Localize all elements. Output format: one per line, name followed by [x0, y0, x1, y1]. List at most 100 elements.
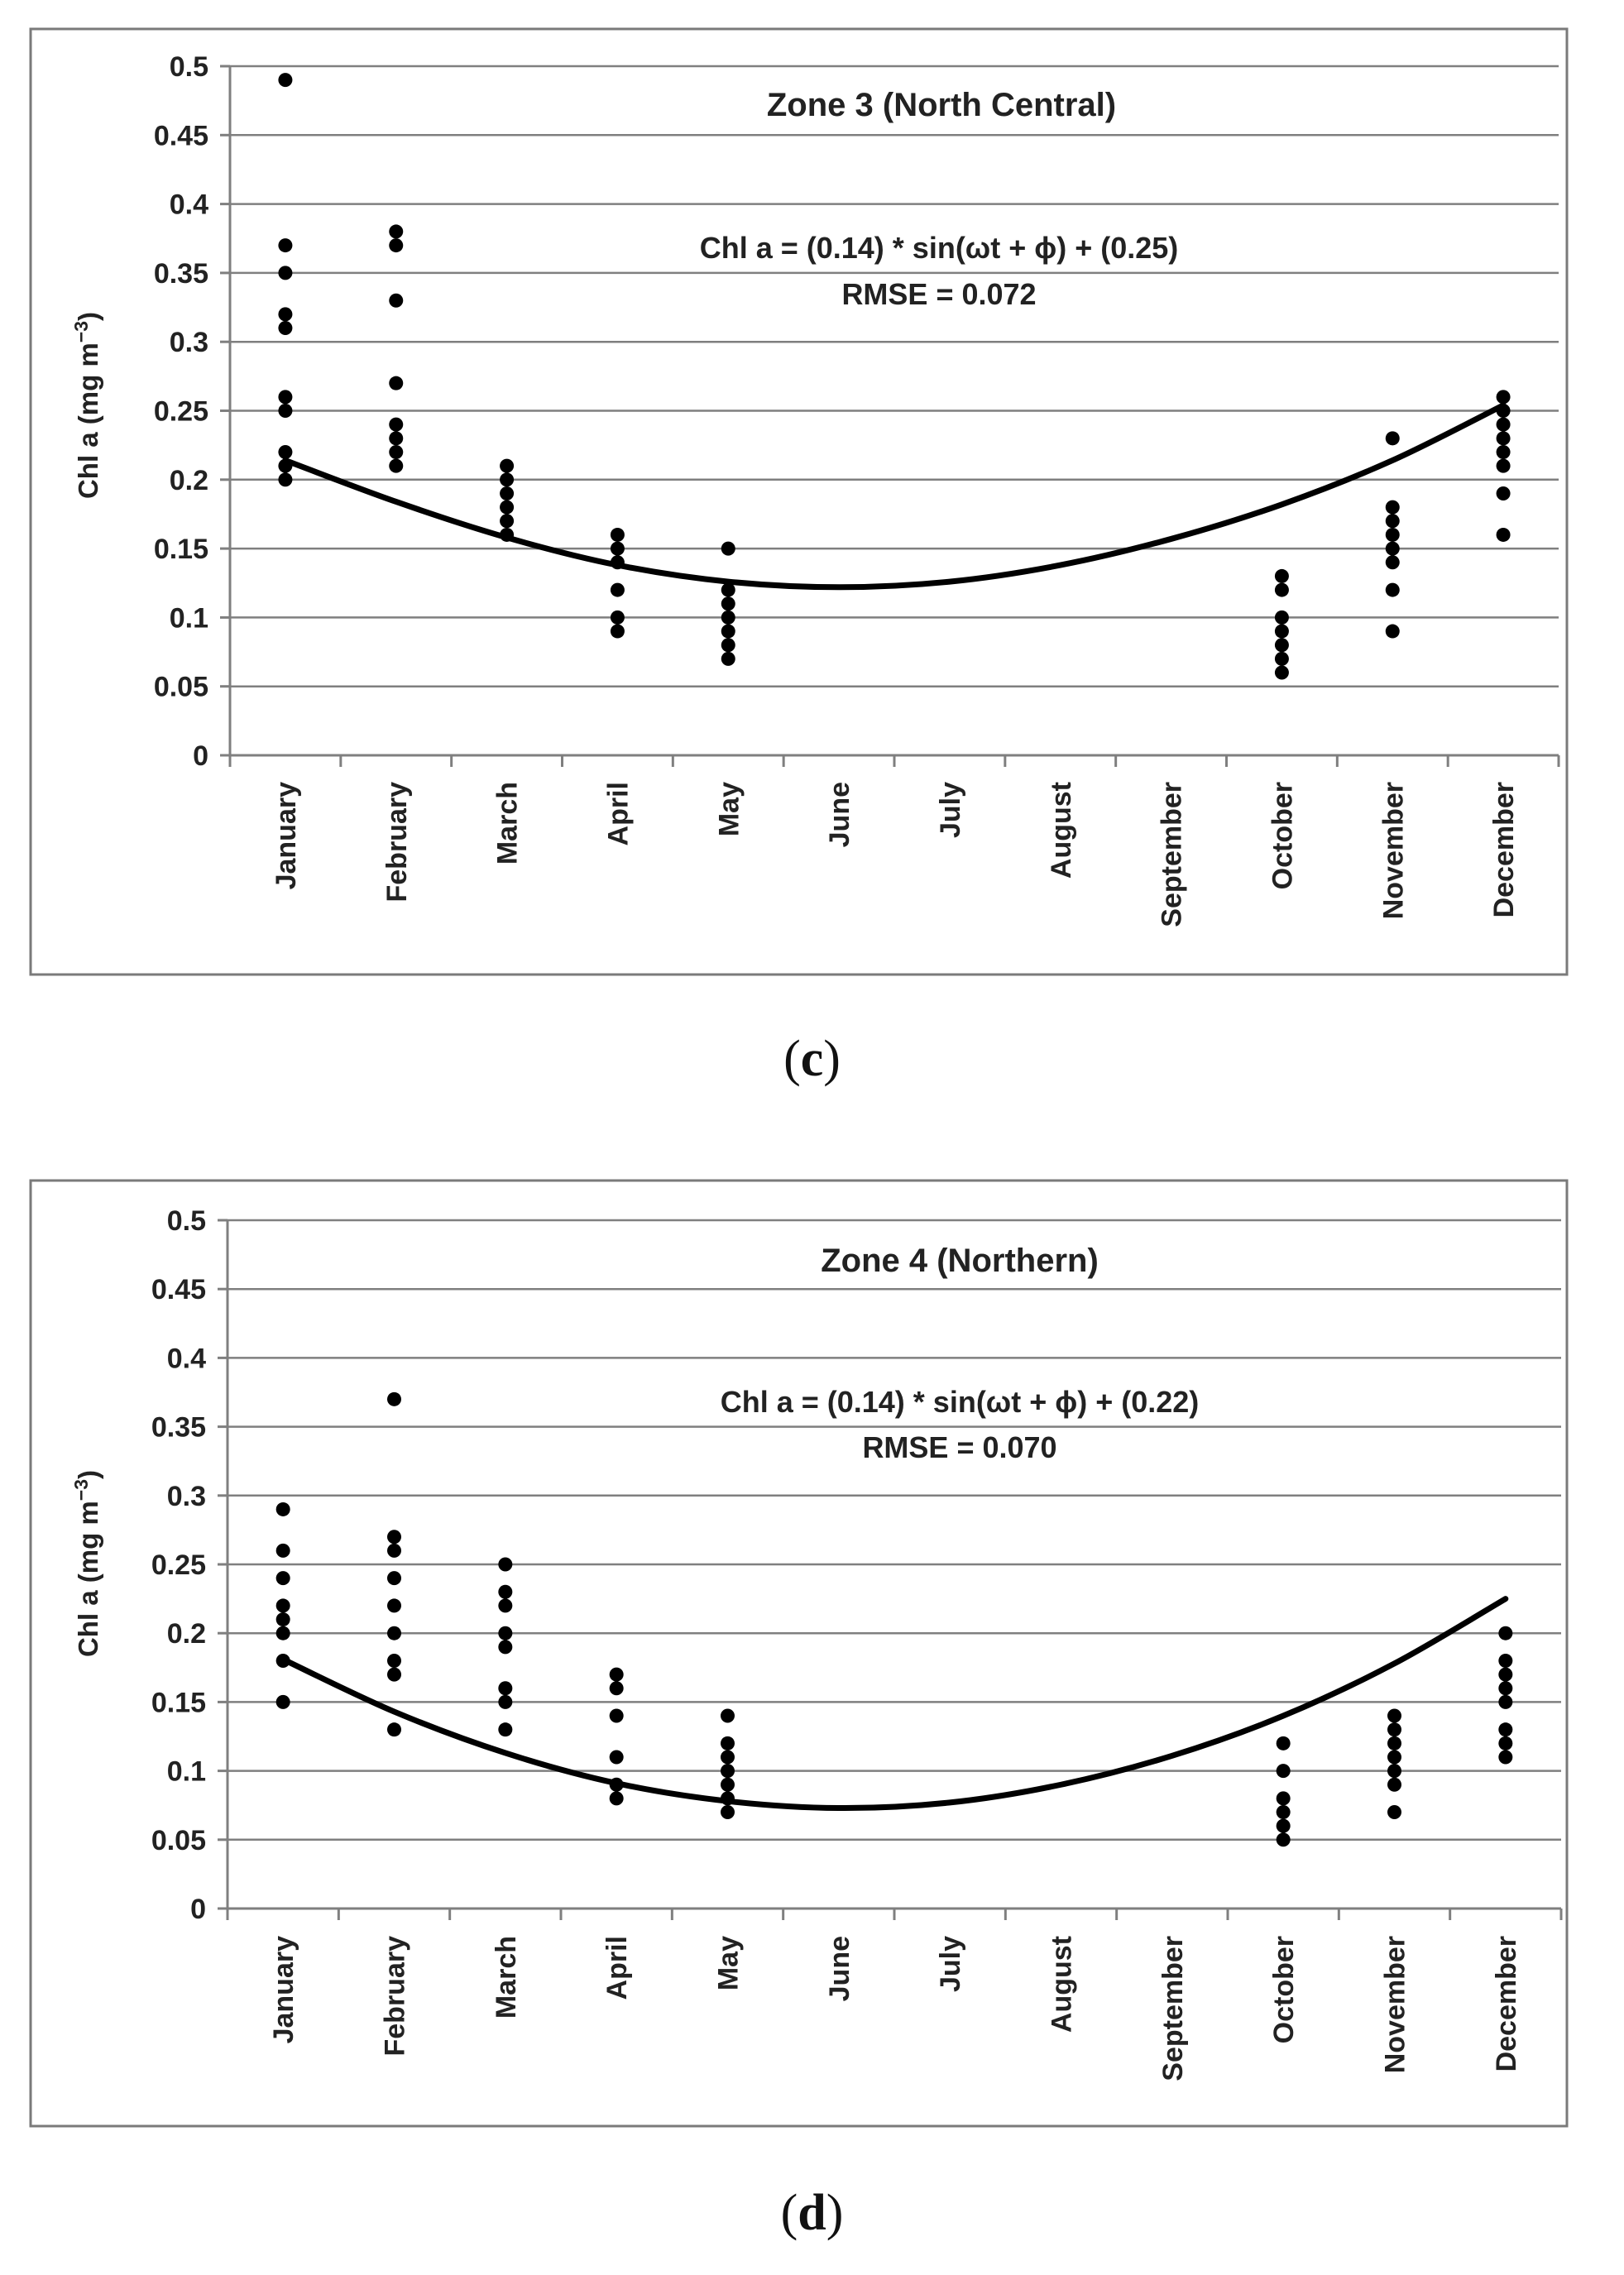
chart-frame [29, 27, 1569, 976]
data-point-february [389, 224, 404, 239]
x-tick-label-december: December [1488, 782, 1520, 917]
data-point-may [721, 1764, 735, 1779]
data-point-december [1496, 486, 1511, 500]
data-point-february [387, 1530, 401, 1545]
y-tick-label: 0.5 [170, 51, 208, 83]
data-point-october [1276, 1805, 1291, 1820]
data-point-october [1274, 665, 1289, 680]
x-tick-label-august: August [1046, 782, 1077, 879]
data-point-october [1276, 1791, 1291, 1806]
data-point-november [1387, 1736, 1401, 1751]
data-point-january [275, 1694, 290, 1709]
y-axis-label-close: ) [73, 1470, 103, 1479]
data-point-november [1385, 541, 1400, 556]
data-point-january [275, 1598, 290, 1613]
data-point-may [721, 582, 735, 597]
chart-panel-c: 0 0.05 0.1 0.15 0.2 0.25 0.3 0.35 0.4 0.45 0.5 Janu… [29, 27, 1569, 976]
data-point-march [500, 458, 515, 473]
x-tick-label-april: April [601, 1936, 633, 2000]
data-point-january [275, 1612, 290, 1627]
data-point-may [721, 624, 735, 639]
data-point-february [387, 1391, 401, 1406]
chart-c: 0 0.05 0.1 0.15 0.2 0.25 0.3 0.35 0.4 0.45 0.5 Janu… [29, 27, 1569, 976]
data-point-january [278, 321, 293, 336]
y-tick-label: 0 [190, 1894, 206, 1925]
data-point-april [610, 610, 625, 625]
data-point-march [498, 1598, 513, 1613]
x-tick-label-february: February [380, 1936, 411, 2057]
x-tick-label-september: September [1157, 1936, 1189, 2081]
data-point-february [389, 238, 404, 253]
data-point-february [387, 1722, 401, 1737]
y-tick-label: 0.1 [170, 602, 208, 634]
data-point-january [278, 444, 293, 459]
data-point-march [498, 1722, 513, 1737]
y-tick-label: 0.15 [151, 1687, 206, 1718]
y-axis-label-sup: −3 [70, 1479, 92, 1501]
y-tick-label: 0.35 [151, 1412, 206, 1444]
fit-rmse: RMSE = 0.072 [841, 277, 1036, 311]
x-tick-label-march: March [491, 1936, 522, 2019]
y-tick-label: 0.25 [154, 396, 208, 428]
data-point-february [387, 1543, 401, 1558]
data-point-october [1274, 582, 1289, 597]
data-point-april [610, 527, 625, 542]
data-point-november [1387, 1764, 1401, 1779]
data-point-december [1496, 431, 1511, 446]
data-point-february [389, 376, 404, 390]
data-point-november [1385, 624, 1400, 639]
data-point-november [1387, 1722, 1401, 1737]
y-axis-label-text: Chl a (mg m [73, 342, 103, 499]
panel-caption-d: (d) [780, 2185, 844, 2241]
x-tick-label-january: January [268, 1936, 299, 2043]
data-point-october [1274, 624, 1289, 639]
data-point-january [275, 1626, 290, 1640]
y-tick-label: 0.15 [154, 534, 208, 565]
y-axis-label-close: ) [73, 312, 103, 321]
data-point-january [278, 390, 293, 405]
y-tick-label: 0.45 [151, 1274, 206, 1305]
data-point-january [275, 1502, 290, 1516]
data-point-march [500, 500, 515, 515]
y-tick-label: 0.2 [167, 1618, 206, 1650]
data-point-may [721, 541, 735, 556]
data-point-october [1274, 638, 1289, 653]
chart-title: Zone 3 (North Central) [767, 87, 1116, 123]
x-tick-label-april: April [602, 782, 634, 845]
data-point-january [275, 1543, 290, 1558]
y-axis-label-text: Chl a (mg m [73, 1501, 103, 1657]
x-tick-label-october: October [1267, 782, 1298, 889]
data-point-november [1387, 1805, 1401, 1820]
x-tick-label-november: November [1377, 782, 1409, 919]
data-point-january [278, 472, 293, 487]
data-point-may [721, 1750, 735, 1765]
fit-equation: Chl a = (0.14) * sin(ωt + ϕ) + (0.22) [721, 1385, 1200, 1419]
data-point-november [1385, 582, 1400, 597]
data-point-november [1385, 500, 1400, 515]
data-point-february [389, 444, 404, 459]
data-point-december [1498, 1626, 1513, 1640]
data-point-december [1498, 1736, 1513, 1751]
data-point-may [721, 596, 735, 611]
data-point-november [1385, 555, 1400, 570]
fit-equation: Chl a = (0.14) * sin(ωt + ϕ) + (0.25) [700, 231, 1179, 265]
data-point-may [721, 651, 735, 666]
x-tick-label-december: December [1491, 1936, 1522, 2071]
data-point-april [610, 541, 625, 556]
y-tick-label: 0.3 [170, 327, 208, 358]
data-point-november [1387, 1750, 1401, 1765]
chart-panel-d: 0 0.05 0.1 0.15 0.2 0.25 0.3 0.35 0.4 0.45 0.5 Janu… [0, 1142, 1624, 2275]
x-tick-label-may: May [713, 782, 745, 836]
data-point-december [1496, 417, 1511, 432]
y-tick-label: 0.25 [151, 1549, 206, 1581]
data-point-december [1498, 1750, 1513, 1765]
data-point-january [278, 266, 293, 280]
data-point-january [278, 458, 293, 473]
y-tick-label: 0.05 [151, 1825, 206, 1856]
data-point-october [1276, 1764, 1291, 1779]
data-point-january [275, 1571, 290, 1586]
data-point-october [1274, 651, 1289, 666]
data-point-april [609, 1750, 624, 1765]
data-point-march [500, 527, 515, 542]
data-point-december [1496, 527, 1511, 542]
